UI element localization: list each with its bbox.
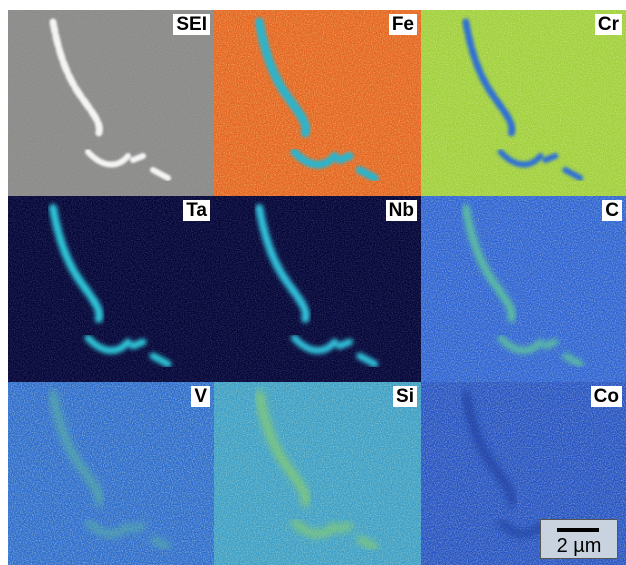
scale-bar: 2 µm [540,519,618,559]
map-panel: Ta [8,196,214,382]
scale-label: 2 µm [541,535,617,558]
panel-label: Cr [595,14,622,35]
map-image [8,382,214,565]
page: SEI Fe Cr [0,0,626,565]
map-image [214,10,421,196]
map-image [214,196,421,382]
map-panel: Nb [214,196,421,382]
panel-label: Fe [389,14,417,35]
map-panel: V [8,382,214,565]
map-grid: SEI Fe Cr [8,10,626,565]
panel-label: SEI [173,14,210,35]
panel-label: C [602,200,622,221]
map-image [8,196,214,382]
map-panel: Si [214,382,421,565]
panel-label: Nb [386,200,417,221]
map-panel: Fe [214,10,421,196]
map-image [8,10,214,196]
scale-line [557,528,599,532]
map-panel: SEI [8,10,214,196]
map-image [214,382,421,565]
map-panel: Cr [421,10,626,196]
panel-label: Si [393,386,417,407]
panel-label: V [191,386,210,407]
map-image [421,196,626,382]
panel-label: Ta [183,200,210,221]
map-panel: C [421,196,626,382]
panel-label: Co [591,386,622,407]
map-image [421,10,626,196]
